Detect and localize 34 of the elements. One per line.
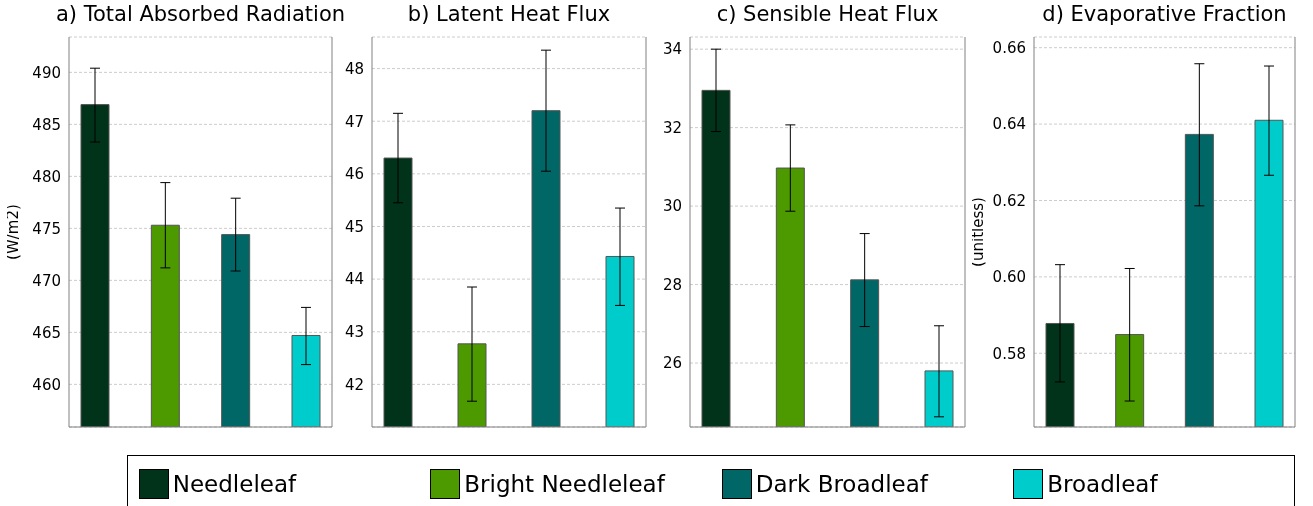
y-tick-label: 46 — [344, 165, 364, 184]
legend-label: Broadleaf — [1047, 471, 1158, 497]
chart-title: d) Evaporative Fraction — [1042, 2, 1287, 26]
y-tick-label: 465 — [32, 323, 61, 342]
y-tick-label: 30 — [662, 197, 682, 216]
y-tick-label: 0.62 — [992, 191, 1026, 210]
y-tick-label: 480 — [32, 167, 61, 186]
legend-label: Bright Needleleaf — [464, 471, 665, 497]
y-tick-label: 0.64 — [992, 115, 1026, 134]
y-tick-label: 470 — [32, 271, 61, 290]
y-tick-label: 47 — [344, 112, 364, 131]
legend-label: Needleleaf — [172, 471, 297, 497]
y-tick-label: 0.58 — [992, 344, 1026, 363]
chart-title: a) Total Absorbed Radiation — [55, 2, 346, 26]
y-tick-label: 490 — [32, 63, 61, 82]
y-tick-label: 475 — [32, 219, 61, 238]
y-tick-label: 34 — [662, 40, 682, 59]
y-tick-label: 48 — [344, 59, 364, 78]
y-tick-label: 45 — [344, 217, 364, 236]
chart-title: c) Sensible Heat Flux — [716, 2, 939, 26]
y-tick-label: 26 — [662, 354, 682, 373]
y-tick-label: 460 — [32, 375, 61, 394]
y-tick-label: 43 — [344, 323, 364, 342]
y-tick-label: 0.60 — [992, 268, 1026, 287]
y-tick-label: 32 — [662, 118, 682, 137]
y-tick-label: 0.66 — [992, 39, 1026, 58]
y-tick-label: 42 — [344, 375, 364, 394]
legend-label: Dark Broadleaf — [755, 471, 928, 497]
y-tick-label: 485 — [32, 115, 61, 134]
chart-title: b) Latent Heat Flux — [407, 2, 611, 26]
y-axis-title: (W/m2) — [4, 204, 23, 260]
y-tick-label: 28 — [662, 275, 682, 294]
y-tick-label: 44 — [344, 270, 364, 289]
y-axis-title: (unitless) — [969, 197, 988, 267]
